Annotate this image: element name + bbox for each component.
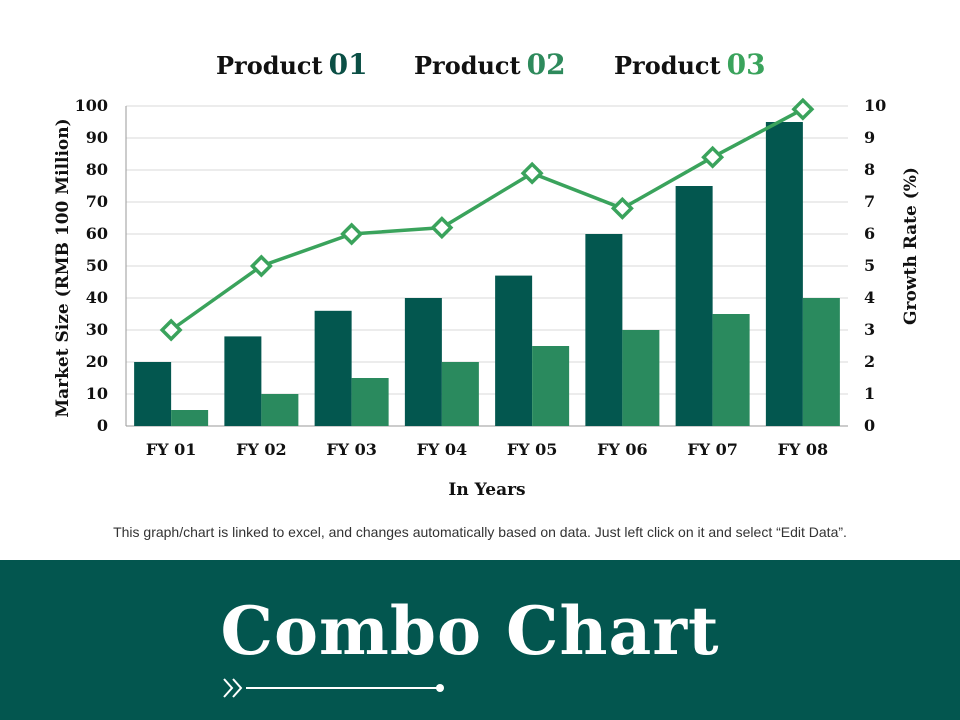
legend-label: Product	[614, 51, 721, 80]
bar-2	[171, 410, 209, 426]
legend-item-product-02: Product 02	[414, 48, 566, 81]
y2-tick-label: 10	[864, 96, 886, 115]
y2-tick-label: 9	[864, 128, 875, 147]
growth-point	[430, 216, 454, 240]
banner-title: Combo Chart	[220, 592, 720, 670]
growth-line	[170, 107, 804, 332]
bar-2	[261, 394, 299, 426]
footnote-text: This graph/chart is linked to excel, and…	[113, 524, 847, 540]
bar-1	[675, 186, 713, 426]
chart-legend: Product 01 Product 02 Product 03	[0, 48, 960, 88]
y2-tick-label: 1	[864, 384, 875, 403]
arrow-decoration-icon	[223, 678, 444, 698]
growth-point	[249, 254, 273, 278]
y-tick-label: 90	[86, 128, 108, 147]
x-tick-label: FY 02	[236, 440, 287, 459]
legend-label: Product	[216, 51, 323, 80]
y2-tick-label: 5	[864, 256, 875, 275]
bar-2	[622, 330, 660, 426]
x-tick-label: FY 03	[326, 440, 377, 459]
bar-2	[802, 298, 840, 426]
bar-2	[351, 378, 389, 426]
title-banner	[0, 560, 960, 720]
growth-point	[610, 196, 634, 220]
y2-tick-label: 7	[864, 192, 875, 211]
y2-tick-label: 0	[864, 416, 875, 435]
y-tick-label: 0	[97, 416, 108, 435]
growth-point	[520, 161, 544, 185]
growth-point	[159, 318, 183, 342]
y-tick-label: 20	[86, 352, 108, 371]
y2-tick-label: 8	[864, 160, 875, 179]
growth-point	[701, 145, 725, 169]
y-tick-label: 40	[86, 288, 108, 307]
y2-axis-title: Growth Rate (%)	[901, 167, 921, 325]
bar-1	[585, 234, 623, 426]
growth-point	[340, 222, 364, 246]
combo-chart: 0 10 20 30 40 50 60 70 80 90 100 0 1 2 3 4 5 6 7 8 9 10 FY 01 F…	[53, 96, 921, 500]
bar-1	[765, 122, 803, 426]
bar-1	[134, 362, 172, 426]
legend-number: 02	[526, 48, 566, 81]
y-tick-label: 30	[86, 320, 108, 339]
legend-label: Product	[414, 51, 521, 80]
legend-number: 01	[328, 48, 368, 81]
y2-tick-label: 3	[864, 320, 875, 339]
y2-tick-label: 4	[864, 288, 875, 307]
y-tick-label: 70	[86, 192, 108, 211]
bar-2	[441, 362, 479, 426]
x-tick-label: FY 07	[687, 440, 738, 459]
x-tick-label: FY 01	[146, 440, 197, 459]
legend-item-product-03: Product 03	[614, 48, 766, 81]
x-tick-label: FY 04	[417, 440, 468, 459]
bar-1	[404, 298, 442, 426]
x-tick-label: FY 08	[778, 440, 829, 459]
y-tick-label: 60	[86, 224, 108, 243]
y-tick-label: 10	[86, 384, 108, 403]
y-tick-label: 100	[75, 96, 108, 115]
bar-1	[224, 336, 262, 426]
bar-1	[495, 275, 533, 426]
x-tick-label: FY 05	[507, 440, 558, 459]
legend-item-product-01: Product 01	[216, 48, 368, 81]
y2-tick-label: 6	[864, 224, 875, 243]
x-tick-label: FY 06	[597, 440, 648, 459]
growth-point	[791, 97, 815, 121]
bar-2	[712, 314, 750, 426]
y-axis-title: Market Size (RMB 100 Million)	[53, 118, 73, 417]
x-axis-title: In Years	[448, 480, 525, 500]
y-tick-label: 50	[86, 256, 108, 275]
bar-1	[314, 310, 352, 426]
legend-number: 03	[726, 48, 766, 81]
y2-tick-label: 2	[864, 352, 875, 371]
y-tick-label: 80	[86, 160, 108, 179]
bar-2	[532, 346, 570, 426]
